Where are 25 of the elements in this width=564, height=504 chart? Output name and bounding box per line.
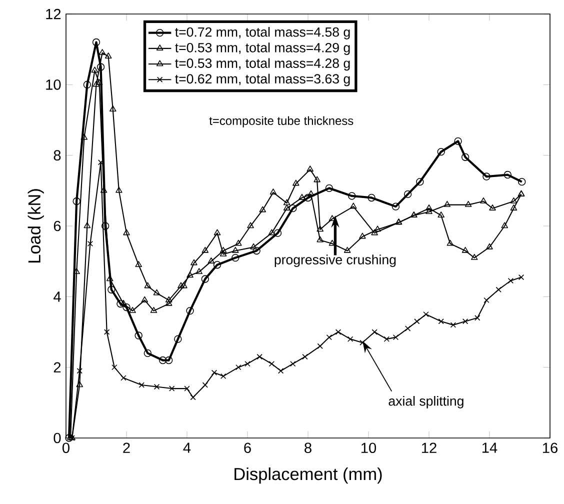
legend-label: t=0.62 mm, total mass=3.63 g — [175, 74, 350, 86]
annotation: progressive crushing — [274, 254, 396, 268]
annotation: t=composite tube thickness — [209, 116, 354, 128]
x-tick-label: 16 — [542, 442, 558, 454]
x-tick-label: 6 — [244, 442, 251, 454]
x-tick-label: 8 — [304, 442, 312, 454]
x-tick-label: 4 — [183, 442, 191, 453]
y-tick-label: 4 — [54, 292, 61, 302]
y-tick-label: 6 — [54, 220, 61, 232]
annotation: axial splitting — [388, 396, 464, 408]
y-tick-label: 10 — [46, 80, 61, 90]
y-axis-title: Load (kN) — [28, 189, 44, 262]
x-tick-label: 14 — [482, 442, 498, 453]
x-axis-title: Displacement (mm) — [234, 467, 382, 484]
x-tick-label: 2 — [123, 442, 130, 453]
legend-label: t=0.53 mm, total mass=4.28 g — [175, 58, 350, 71]
legend-label: t=0.72 mm, total mass=4.58 g — [175, 27, 350, 40]
x-tick-label: 10 — [361, 442, 376, 454]
y-tick-label: 8 — [54, 150, 61, 161]
x-tick-label: 12 — [422, 442, 436, 453]
y-tick-label: 12 — [46, 8, 61, 20]
legend-label: t=0.53 mm, total mass=4.29 g — [175, 42, 350, 55]
y-tick-label: 2 — [54, 362, 61, 372]
x-tick-label: 0 — [62, 442, 70, 454]
y-tick-label: 0 — [54, 432, 61, 444]
